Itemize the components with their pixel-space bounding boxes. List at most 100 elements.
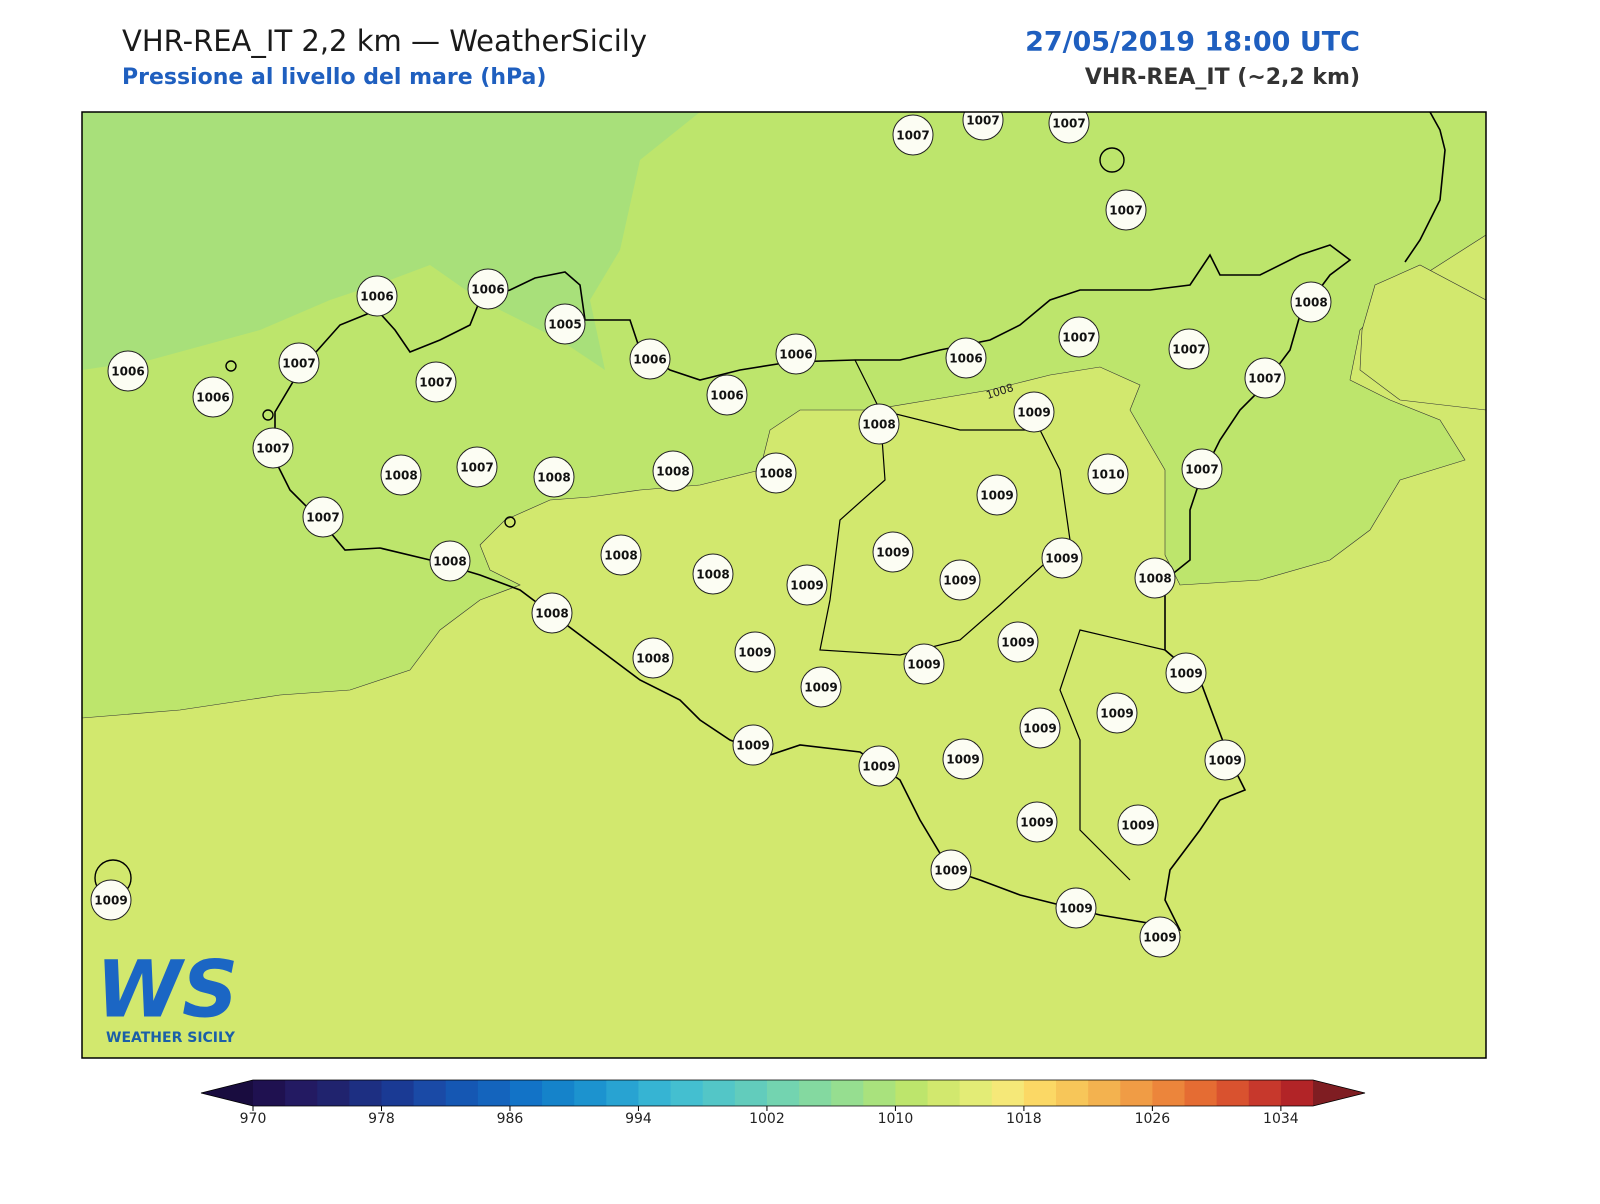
colorbar-tick-label: 994 <box>625 1111 652 1127</box>
station-marker <box>429 540 471 582</box>
station-marker <box>786 564 828 606</box>
station-value: 1006 <box>471 283 504 297</box>
station-marker <box>380 454 422 496</box>
map: 1008 1007 1007 1007 1007 1006 1006 1005 1006 1006… <box>82 112 1486 1058</box>
station-value: 1007 <box>896 129 929 143</box>
station-value: 1007 <box>256 442 289 456</box>
station-marker <box>302 496 344 538</box>
station-value: 1009 <box>934 864 967 878</box>
title: VHR-REA_IT 2,2 km — WeatherSicily <box>122 24 647 58</box>
station-value: 1009 <box>1001 636 1034 650</box>
station-marker <box>252 427 294 469</box>
station-marker <box>1168 328 1210 370</box>
island <box>262 409 274 421</box>
station-marker <box>531 592 573 634</box>
colorbar-bin <box>1184 1080 1218 1106</box>
colorbar-tick-label: 1026 <box>1135 1111 1171 1127</box>
station-marker <box>415 361 457 403</box>
station-marker <box>456 446 498 488</box>
station-marker <box>800 666 842 708</box>
station-value: 1009 <box>736 739 769 753</box>
station-value: 1009 <box>790 579 823 593</box>
station-marker <box>107 350 149 392</box>
station-value: 1007 <box>306 511 339 525</box>
colorbar-bin <box>477 1080 511 1106</box>
colorbar-bin <box>702 1080 736 1106</box>
station-marker <box>1019 707 1061 749</box>
station-marker <box>1165 652 1207 694</box>
station-value: 1007 <box>1109 204 1142 218</box>
colorbar-bin <box>1056 1080 1089 1106</box>
station-marker <box>1058 316 1100 358</box>
station-value: 1008 <box>759 467 792 481</box>
logo-name: WEATHER SICILY <box>106 1030 236 1046</box>
subtitle: Pressione al livello del mare (hPa) <box>122 65 546 90</box>
station-value: 1009 <box>1100 707 1133 721</box>
station-value: 1008 <box>696 568 729 582</box>
station-value: 1009 <box>94 894 127 908</box>
island <box>1099 147 1125 173</box>
colorbar-bin <box>799 1080 832 1106</box>
colorbar-bin <box>1152 1080 1186 1106</box>
station-value: 1007 <box>1248 372 1281 386</box>
station-marker <box>1139 916 1181 958</box>
station-value: 1009 <box>980 489 1013 503</box>
station-marker <box>652 450 694 492</box>
station-value: 1007 <box>460 461 493 475</box>
station-marker <box>1134 557 1176 599</box>
colorbar-bin <box>638 1080 672 1106</box>
colorbar-bin <box>574 1080 607 1106</box>
station-value: 1010 <box>1091 468 1124 482</box>
station-value: 1009 <box>907 658 940 672</box>
colorbar-bin <box>991 1080 1025 1106</box>
station-value: 1008 <box>537 471 570 485</box>
station-marker <box>872 531 914 573</box>
station-marker <box>692 553 734 595</box>
station-marker <box>976 474 1018 516</box>
station-marker <box>1117 804 1159 846</box>
colorbar-bin <box>734 1080 768 1106</box>
station-marker <box>945 337 987 379</box>
station-value: 1008 <box>604 549 637 563</box>
colorbar-bin <box>606 1080 639 1106</box>
station-marker <box>997 621 1039 663</box>
station-value: 1008 <box>384 469 417 483</box>
colorbar-tick-label: 1018 <box>1006 1111 1042 1127</box>
colorbar-bin <box>959 1080 993 1106</box>
station-value: 1008 <box>1138 572 1171 586</box>
station-marker <box>1204 739 1246 781</box>
station-value: 1009 <box>1121 819 1154 833</box>
station-value: 1009 <box>862 760 895 774</box>
colorbar-bin <box>1023 1080 1057 1106</box>
station-value: 1007 <box>282 357 315 371</box>
station-value: 1008 <box>656 465 689 479</box>
station-value: 1008 <box>535 607 568 621</box>
colorbar-tick-label: 1002 <box>749 1111 785 1127</box>
station-marker <box>533 456 575 498</box>
calabria-coast <box>1404 112 1446 263</box>
station-marker <box>1096 692 1138 734</box>
station-marker <box>755 452 797 494</box>
station-value: 1008 <box>433 555 466 569</box>
station-value: 1007 <box>1052 117 1085 131</box>
station-marker <box>892 114 934 156</box>
station-value: 1006 <box>360 290 393 304</box>
field-east <box>1359 264 1486 411</box>
station-marker <box>939 559 981 601</box>
station-marker <box>278 342 320 384</box>
logo: WS WEATHER SICILY <box>96 945 238 1046</box>
station-value: 1009 <box>804 681 837 695</box>
station-marker <box>732 724 774 766</box>
station-value: 1006 <box>111 365 144 379</box>
colorbar-bin <box>349 1080 382 1106</box>
colorbar-bin <box>509 1080 543 1106</box>
station-marker <box>734 631 776 673</box>
station-marker <box>1055 887 1097 929</box>
field-low <box>82 112 700 370</box>
colorbar: 970 978 986 994 1002 1010 1018 1026 1034 <box>200 1079 1366 1127</box>
island <box>504 516 516 528</box>
station-marker <box>629 338 671 380</box>
station-value: 1009 <box>1208 754 1241 768</box>
station-marker <box>858 403 900 445</box>
